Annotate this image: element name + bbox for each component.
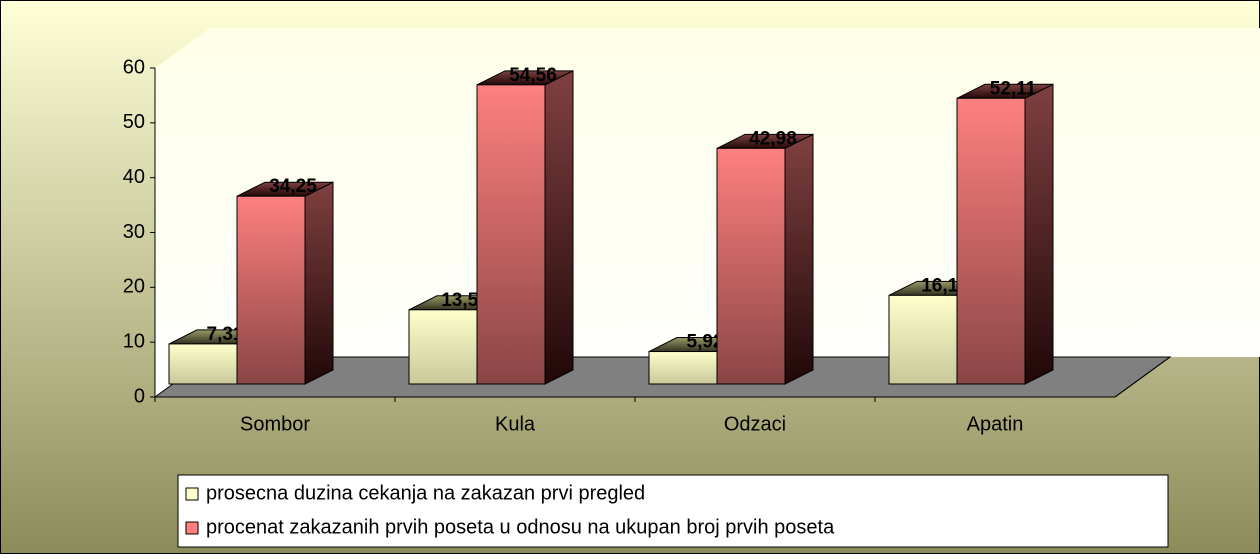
floor-edge [1114,356,1171,398]
legend-label: prosecna duzina cekanja na zakazan prvi … [206,482,645,504]
bar [648,351,718,385]
legend-swatch [185,487,199,501]
value-label: 7,31 [207,324,244,345]
legend-label: procenat zakazanih prvih poseta u odnosu… [206,516,835,538]
y-tick-label: 30 [123,221,145,243]
bar [476,84,546,385]
bar [408,309,478,385]
value-label: 34,25 [269,176,317,197]
y-tick-label: 0 [134,385,145,407]
bar-side [784,133,814,385]
value-label: 54,56 [509,65,557,86]
value-label: 52,11 [990,78,1037,99]
x-tick-label: Kula [495,413,536,435]
bar [956,97,1026,385]
x-tick-label: Apatin [967,413,1024,435]
y-tick-label: 20 [123,276,145,298]
value-label: 42,98 [749,128,797,149]
y-tick-label: 50 [123,111,145,133]
y-tick-label: 40 [123,166,145,188]
y-tick-label: 60 [123,56,145,78]
legend [177,474,1169,548]
bar [716,147,786,385]
bar-side [304,181,334,385]
value-label: 5,92 [687,332,724,353]
bar [888,294,958,385]
bar [168,343,238,385]
x-tick-label: Odzaci [724,413,786,435]
x-tick-label: Sombor [240,413,310,435]
bar [236,195,306,385]
bar-side [544,70,574,385]
y-tick-label: 10 [123,330,145,352]
legend-swatch [185,521,199,535]
bar-side [1024,83,1054,385]
